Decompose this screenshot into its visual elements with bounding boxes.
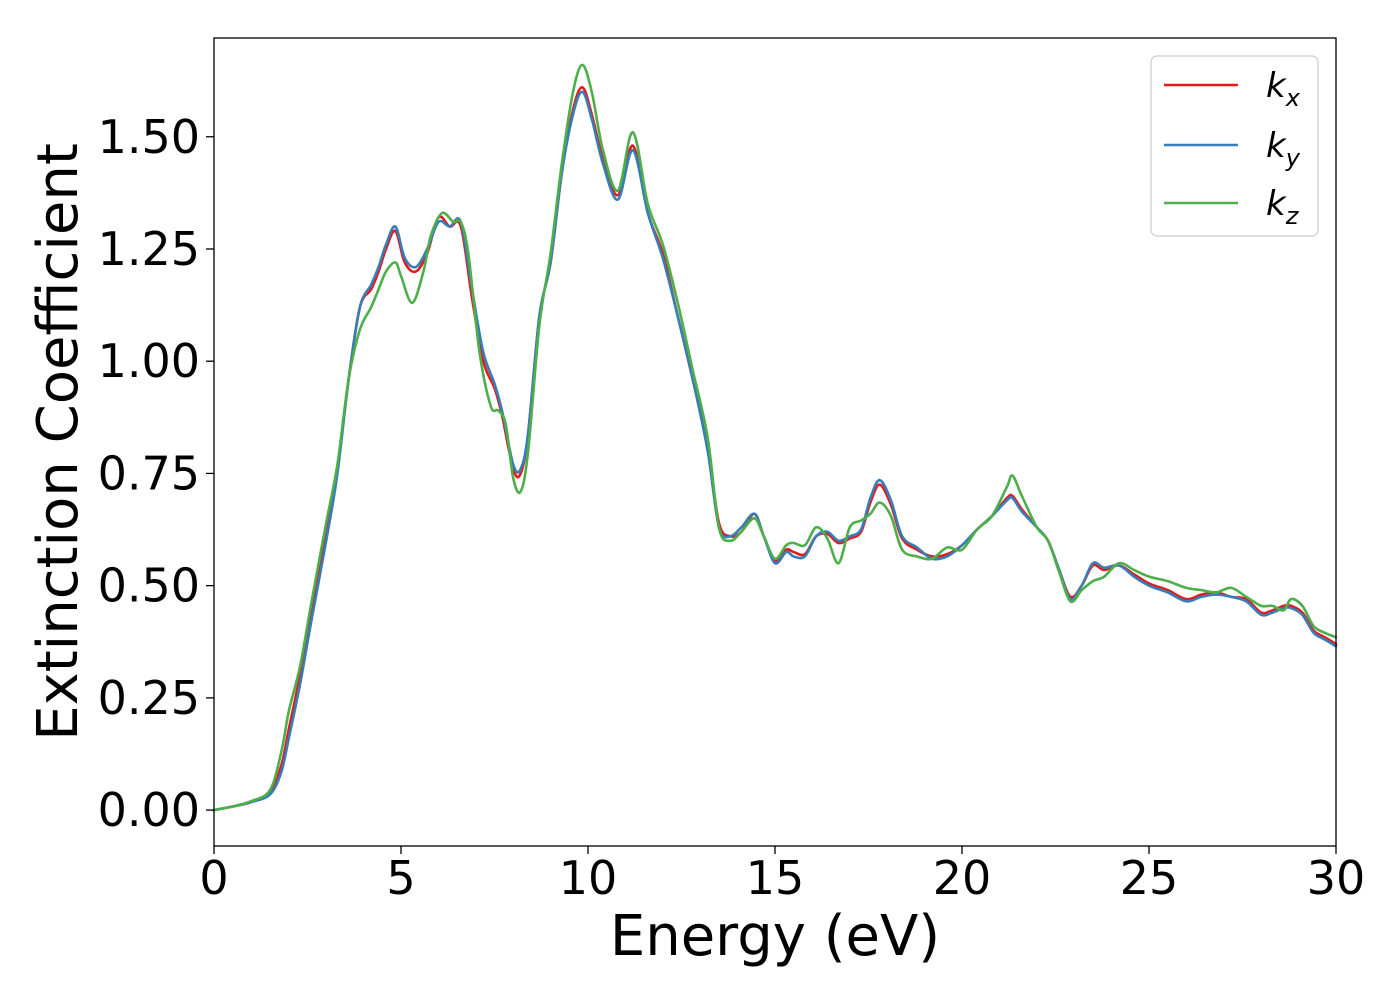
y-tick-label: 0.75 xyxy=(98,446,200,500)
y-tick-label: 1.00 xyxy=(98,334,200,388)
y-tick-label: 1.50 xyxy=(98,110,200,164)
x-tick-label: 15 xyxy=(746,851,805,905)
y-tick-label: 0.25 xyxy=(98,671,200,725)
series-line-y xyxy=(212,90,1338,812)
x-tick-label: 25 xyxy=(1120,851,1179,905)
y-axis-label: Extinction Coefficient xyxy=(26,143,91,741)
y-axis: 0.00 0.25 0.50 0.75 1.00 1.25 1.50 xyxy=(98,110,214,837)
series-layer xyxy=(212,63,1338,812)
x-tick-label: 0 xyxy=(199,851,228,905)
legend-label-x: kx xyxy=(1266,66,1301,112)
legend-label-y: ky xyxy=(1266,126,1301,172)
y-tick-label: 0.50 xyxy=(98,559,200,613)
x-tick-label: 20 xyxy=(933,851,992,905)
x-axis-label: Energy (eV) xyxy=(610,904,940,969)
y-tick-label: 0.00 xyxy=(98,783,200,837)
x-tick-label: 5 xyxy=(386,851,415,905)
x-tick-label: 30 xyxy=(1307,851,1366,905)
y-tick-label: 1.25 xyxy=(98,222,200,276)
legend-label-z: kz xyxy=(1266,184,1300,230)
x-tick-label: 10 xyxy=(559,851,618,905)
series-line-z xyxy=(212,63,1338,812)
x-axis: 0 5 10 15 20 25 30 xyxy=(199,846,1365,905)
legend: kx ky kz xyxy=(1150,55,1319,237)
